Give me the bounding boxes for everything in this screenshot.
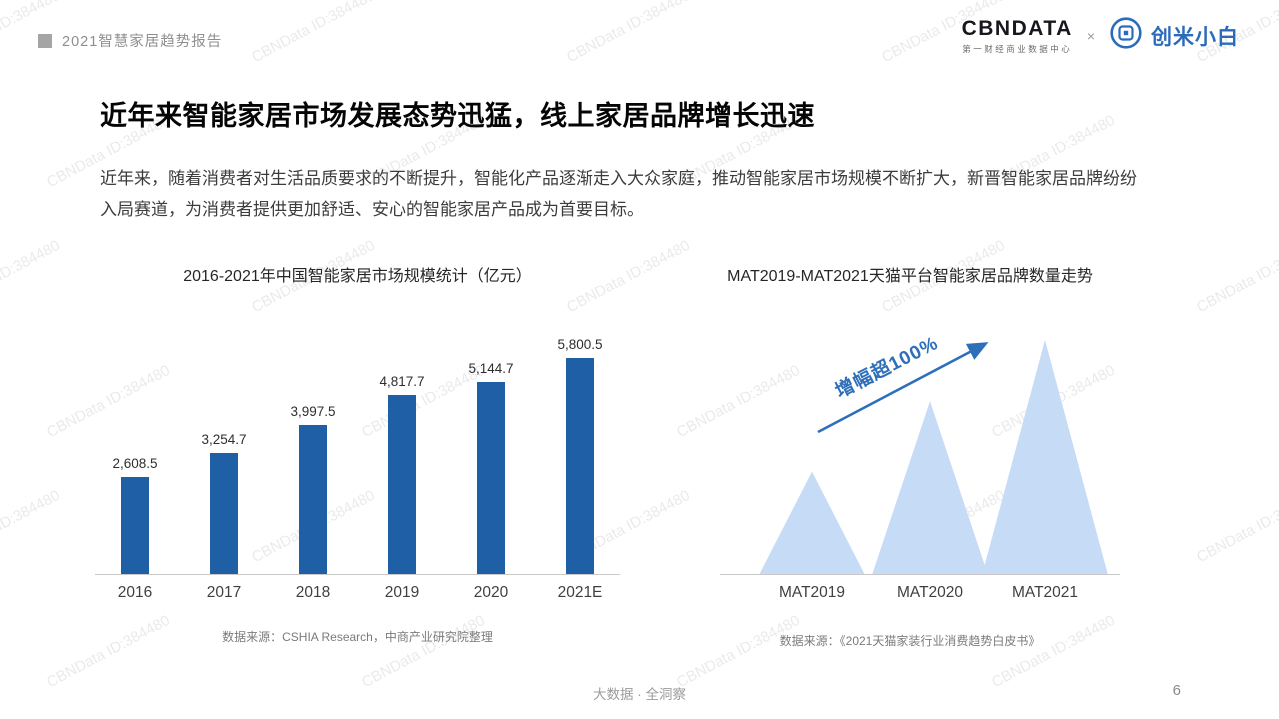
x-axis-label: 2020 (473, 584, 509, 601)
header-logos: CBNDATA 第一财经商业数据中心 × 创米小白 (962, 16, 1239, 55)
header-bullet-square (38, 33, 52, 48)
bar (121, 477, 149, 574)
chuangmi-logo: 创米小白 (1109, 16, 1239, 55)
bar-column: 3,997.5 (285, 404, 341, 574)
bar (388, 395, 416, 574)
x-axis-label: MAT2021 (1011, 584, 1079, 601)
bar-column: 3,254.7 (196, 432, 252, 574)
header-left: 2021智慧家居趋势报告 (38, 30, 222, 51)
growth-arrow-icon (817, 342, 989, 434)
footer-tagline: 大数据 · 全洞察 (593, 687, 686, 702)
cbndata-logo-wordmark: CBNDATA (961, 16, 1073, 40)
watermark-text: CBNData ID:384480 (1194, 486, 1279, 567)
bar-column: 5,800.5 (552, 337, 608, 574)
watermark-text: CBNData ID:384480 (0, 486, 63, 566)
bar (299, 425, 327, 574)
bar-chart-xaxis: 2016 2017 2018 2019 2020 2021E (95, 584, 620, 602)
bar-value-label: 4,817.7 (379, 374, 425, 389)
cbndata-logo-subtitle: 第一财经商业数据中心 (962, 43, 1073, 54)
bar-chart-title: 2016-2021年中国智能家居市场规模统计（亿元） (183, 268, 532, 285)
triangle-chart-plot: 增幅超100% (690, 304, 1130, 575)
bar-chart-plot: 2,608.5 3,254.7 3,997.5 4,817.7 5,144.7 5,800… (95, 304, 620, 602)
triangle-chart-source: 数据来源：《2021天猫家装行业消费趋势白皮书》 (779, 634, 1041, 648)
chuangmi-logo-icon (1109, 16, 1143, 55)
bar-value-label: 3,997.5 (290, 404, 336, 419)
bar-value-label: 5,144.7 (468, 361, 514, 376)
bar-value-label: 5,800.5 (557, 337, 603, 352)
triangle-chart-title: MAT2019-MAT2021天猫平台智能家居品牌数量走势 (727, 268, 1093, 285)
watermark-text: CBNData ID:384480 (249, 0, 378, 67)
bar-column: 4,817.7 (374, 374, 430, 574)
x-axis-label: 2019 (384, 584, 420, 601)
bar (566, 358, 594, 574)
x-axis-label: 2018 (295, 584, 331, 601)
bar-column: 5,144.7 (463, 361, 519, 574)
x-axis-label: MAT2019 (778, 584, 846, 601)
logo-separator: × (1086, 27, 1095, 44)
triangle-peak (872, 401, 988, 575)
bar-value-label: 3,254.7 (201, 432, 247, 447)
report-title: 2021智慧家居趋势报告 (62, 34, 223, 50)
triangle-peak (759, 471, 865, 575)
body-paragraph: 近年来，随着消费者对生活品质要求的不断提升，智能化产品逐渐走入大众家庭，推动智能… (100, 169, 1137, 219)
cbndata-logo: CBNDATA 第一财经商业数据中心 (962, 17, 1073, 55)
watermark-text: CBNData ID:384480 (1194, 236, 1279, 317)
triangle-chart-svg (759, 340, 1108, 575)
triangle-chart: MAT2019-MAT2021天猫平台智能家居品牌数量走势 增幅超100% MA… (690, 262, 1130, 649)
bar (477, 382, 505, 574)
triangle-chart-axis (720, 574, 1120, 575)
bar-chart-columns: 2,608.5 3,254.7 3,997.5 4,817.7 5,144.7 5,800… (95, 304, 620, 575)
bar-value-label: 2,608.5 (112, 456, 158, 471)
page-title: 近年来智能家居市场发展态势迅猛，线上家居品牌增长迅速 (100, 101, 815, 131)
x-axis-label: 2021E (557, 584, 603, 601)
watermark-text: CBNData ID:384480 (564, 0, 693, 67)
bar-chart: 2016-2021年中国智能家居市场规模统计（亿元） 2,608.5 3,254.… (95, 262, 620, 645)
bar-column: 2,608.5 (107, 456, 163, 574)
triangle-chart-xaxis: MAT2019 MAT2020 MAT2021 (690, 584, 1130, 606)
x-axis-label: MAT2020 (896, 584, 964, 601)
x-axis-label: 2016 (117, 584, 153, 601)
triangle-peak (982, 340, 1108, 575)
bar (210, 453, 238, 574)
page-number: 6 (1172, 682, 1181, 699)
watermark-text: CBNData ID:384480 (0, 236, 63, 316)
x-axis-label: 2017 (206, 584, 242, 601)
triangle-series (759, 340, 1108, 575)
bar-chart-source: 数据来源：CSHIA Research，中商产业研究院整理 (222, 630, 493, 644)
chuangmi-logo-text: 创米小白 (1151, 25, 1239, 49)
